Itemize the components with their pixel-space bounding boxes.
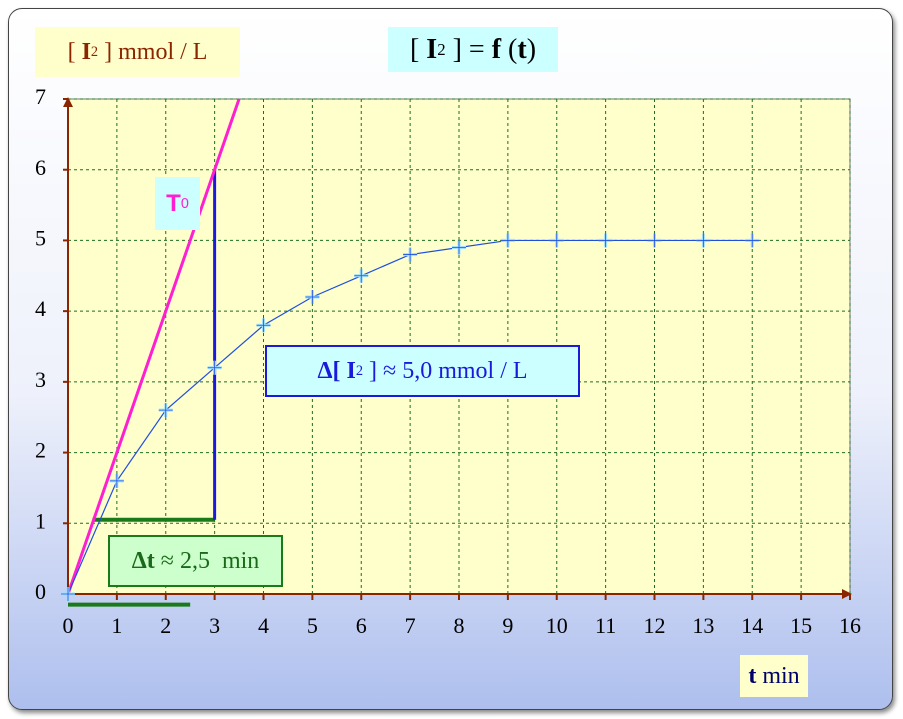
x-tick-label: 14: [741, 613, 763, 638]
x-tick-label: 1: [111, 613, 122, 638]
x-axis-label: t min: [740, 655, 808, 697]
label-part: T: [166, 189, 181, 217]
label-part: 2: [90, 43, 99, 60]
title-part: (: [501, 33, 518, 65]
data-point-core: [549, 233, 564, 248]
x-tick-label: 12: [644, 613, 666, 638]
data-point-core: [647, 233, 662, 248]
data-point-core: [500, 233, 515, 248]
title-part: ] =: [445, 33, 492, 65]
y-tick-label: 7: [35, 84, 46, 109]
y-tick-label: 6: [35, 155, 46, 180]
label-part: I: [81, 38, 91, 65]
data-point-core: [598, 233, 613, 248]
data-point-core: [696, 233, 711, 248]
data-point-core: [452, 240, 466, 255]
title-part: I: [426, 33, 438, 65]
label-part: [: [67, 38, 82, 65]
y-tick-label: 5: [35, 225, 46, 250]
data-point-core: [256, 318, 271, 333]
x-tick-label: 11: [595, 613, 616, 638]
x-tick-label: 4: [258, 613, 269, 638]
y-tick-label: 2: [35, 438, 46, 463]
data-point-core: [403, 247, 418, 262]
x-tick-label: 8: [454, 613, 465, 638]
title-part: [: [409, 33, 427, 65]
x-tick-label: 9: [502, 613, 513, 638]
title-part: f: [491, 33, 502, 65]
data-point-core: [305, 290, 320, 304]
x-tick-label: 13: [692, 613, 714, 638]
x-tick-label: 0: [63, 613, 74, 638]
x-tick-label: 7: [405, 613, 416, 638]
x-tick-label: 16: [839, 613, 861, 638]
data-point-core: [745, 233, 760, 248]
label-part: ] ≈ 5,0 mmol / L: [363, 357, 528, 384]
x-tick-label: 3: [209, 613, 220, 638]
y-axis-arrow: [63, 97, 73, 107]
label-part: Δt: [131, 547, 155, 574]
x-tick-label: 2: [160, 613, 171, 638]
title-part: t: [517, 33, 527, 65]
data-point-core: [109, 473, 124, 488]
tangent-line: [66, 98, 241, 595]
label-part: min: [756, 662, 800, 689]
title-part: 2: [437, 39, 446, 59]
title-part: ): [526, 33, 537, 65]
y-tick-label: 1: [35, 508, 46, 533]
y-tick-label: 0: [35, 579, 46, 604]
x-tick-label: 5: [307, 613, 318, 638]
delta-t-label: Δt ≈ 2,5 min: [108, 535, 283, 587]
label-part: 2: [355, 362, 364, 379]
label-part: t: [748, 662, 757, 689]
label-part: 0: [180, 195, 189, 212]
label-part: I: [346, 357, 356, 384]
x-axis-arrow: [842, 589, 852, 599]
y-tick-label: 3: [35, 367, 46, 392]
label-part: Δ[: [317, 357, 347, 384]
x-tick-label: 6: [356, 613, 367, 638]
y-tick-label: 4: [35, 296, 46, 321]
data-point-core: [61, 587, 75, 601]
label-part: ] mmol / L: [98, 38, 208, 65]
data-point-core: [207, 360, 222, 375]
data-point-core: [158, 403, 173, 418]
x-tick-label: 15: [790, 613, 812, 638]
x-tick-label: 10: [546, 613, 568, 638]
data-point-core: [354, 268, 369, 283]
label-part: ≈ 2,5 min: [154, 547, 260, 574]
